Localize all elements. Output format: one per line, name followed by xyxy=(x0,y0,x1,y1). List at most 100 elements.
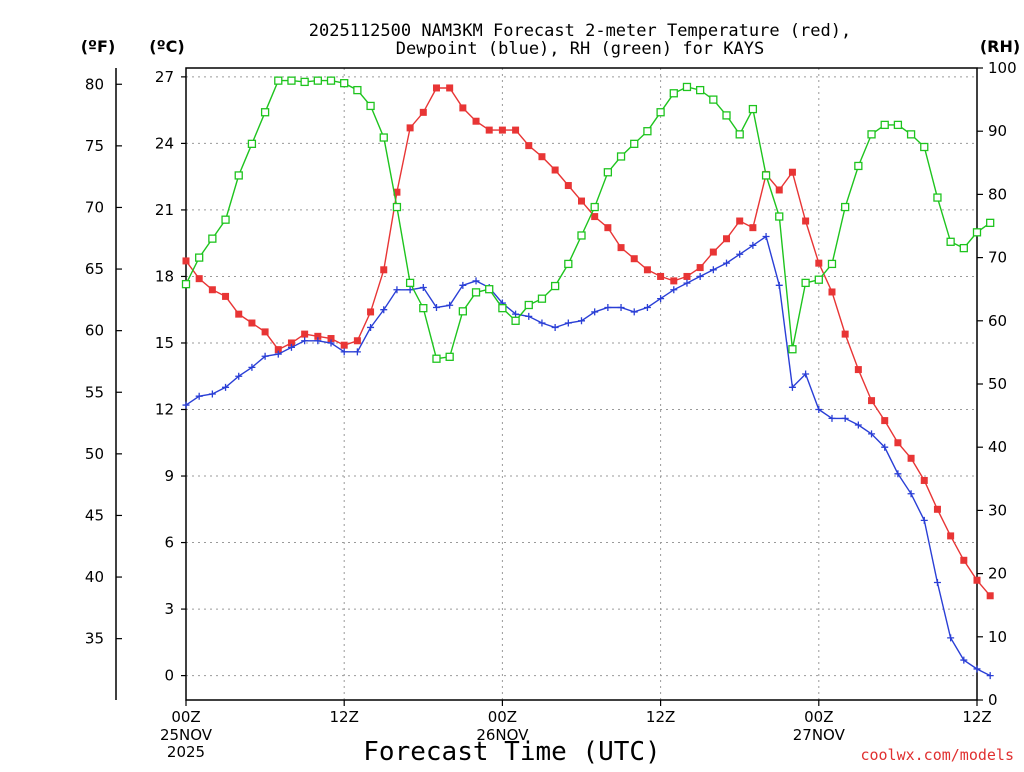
data-point-rh xyxy=(972,228,982,237)
data-point-rh xyxy=(788,345,797,354)
date-label: 27NOV xyxy=(793,726,846,744)
data-point-temperature xyxy=(472,117,480,125)
data-point-dewpoint xyxy=(920,516,928,524)
data-point-temperature xyxy=(723,235,731,243)
data-point-temperature xyxy=(709,248,717,256)
data-point-temperature xyxy=(222,292,230,300)
data-point-dewpoint xyxy=(828,414,836,422)
data-point-rh xyxy=(300,77,309,87)
data-point-temperature xyxy=(353,337,361,345)
data-point-temperature xyxy=(854,366,862,374)
data-point-rh xyxy=(709,95,718,104)
data-point-temperature xyxy=(802,217,810,225)
data-point-rh xyxy=(801,278,810,288)
data-point-dewpoint xyxy=(657,295,665,303)
data-point-temperature xyxy=(788,168,796,176)
data-point-rh xyxy=(445,352,454,361)
celsius-tick-label: 9 xyxy=(164,467,174,485)
data-point-rh xyxy=(485,285,494,294)
data-point-rh xyxy=(827,259,837,269)
data-point-dewpoint xyxy=(353,348,361,356)
data-point-dewpoint xyxy=(261,352,269,360)
data-point-rh xyxy=(867,130,876,139)
data-point-dewpoint xyxy=(841,414,849,422)
time-tick-label: 12Z xyxy=(330,708,359,726)
celsius-tick-label: 27 xyxy=(155,68,174,86)
data-point-dewpoint xyxy=(314,337,322,345)
data-point-rh xyxy=(537,294,547,303)
series-rh xyxy=(181,76,995,363)
time-tick-label: 00Z xyxy=(804,708,833,726)
data-point-dewpoint xyxy=(723,259,731,267)
data-point-rh xyxy=(181,279,191,289)
rh-tick-label: 0 xyxy=(988,691,998,709)
data-point-dewpoint xyxy=(235,372,243,380)
data-point-dewpoint xyxy=(380,306,388,314)
data-point-temperature xyxy=(696,264,704,272)
data-point-temperature xyxy=(907,454,915,462)
data-point-temperature xyxy=(274,346,282,354)
data-point-dewpoint xyxy=(248,363,256,371)
data-point-rh xyxy=(577,231,586,240)
data-point-temperature xyxy=(868,397,876,405)
fahrenheit-tick-label: 80 xyxy=(85,75,104,93)
fahrenheit-axis-unit: (ºF) xyxy=(81,37,116,56)
rh-tick-label: 60 xyxy=(988,312,1007,330)
data-point-dewpoint xyxy=(340,348,348,356)
data-point-temperature xyxy=(287,339,295,347)
data-point-rh xyxy=(761,171,771,180)
data-point-temperature xyxy=(314,332,322,340)
fahrenheit-tick-label: 40 xyxy=(85,568,104,586)
data-point-rh xyxy=(247,139,257,148)
data-point-temperature xyxy=(604,224,612,232)
data-point-rh xyxy=(748,104,758,114)
data-point-temperature xyxy=(920,476,928,484)
data-point-rh xyxy=(471,288,481,297)
time-tick-label: 00Z xyxy=(488,708,517,726)
data-point-temperature xyxy=(894,439,902,447)
data-point-rh xyxy=(195,253,204,262)
data-point-rh xyxy=(564,259,573,269)
rh-tick-label: 50 xyxy=(988,375,1007,393)
celsius-tick-label: 18 xyxy=(155,267,174,285)
data-point-temperature xyxy=(578,197,585,205)
data-point-temperature xyxy=(327,335,335,343)
data-point-temperature xyxy=(485,126,493,134)
data-point-temperature xyxy=(525,142,533,150)
celsius-axis-unit: (ºC) xyxy=(149,37,184,56)
data-point-temperature xyxy=(749,224,757,232)
data-point-rh xyxy=(379,133,388,142)
data-point-dewpoint xyxy=(670,286,678,294)
rh-tick-label: 20 xyxy=(988,565,1007,583)
date-label: 25NOV xyxy=(160,726,213,744)
series-line-2-meter-temperature xyxy=(185,87,991,597)
fahrenheit-tick-label: 35 xyxy=(85,630,104,648)
celsius-tick-label: 24 xyxy=(155,134,174,152)
data-point-dewpoint xyxy=(182,401,190,409)
data-point-rh xyxy=(550,281,560,291)
data-point-rh xyxy=(260,108,270,117)
data-point-rh xyxy=(511,316,520,325)
data-point-dewpoint xyxy=(222,383,230,391)
rh-tick-label: 40 xyxy=(988,438,1007,456)
source-credit: coolwx.com/models xyxy=(860,746,1014,764)
data-point-rh xyxy=(603,168,613,177)
data-point-temperature xyxy=(736,217,744,225)
data-point-dewpoint xyxy=(815,406,823,414)
data-point-dewpoint xyxy=(709,266,717,274)
time-tick-label: 12Z xyxy=(646,708,675,726)
data-point-rh xyxy=(814,275,823,284)
x-axis-label: Forecast Time (UTC) xyxy=(363,737,660,767)
data-point-dewpoint xyxy=(472,277,480,285)
data-point-dewpoint xyxy=(894,470,902,478)
data-point-rh xyxy=(221,215,230,224)
data-point-rh xyxy=(313,76,322,85)
data-point-rh xyxy=(946,237,955,246)
data-point-temperature xyxy=(380,266,388,274)
data-point-rh xyxy=(616,152,626,161)
data-point-dewpoint xyxy=(419,284,427,292)
data-point-rh xyxy=(682,82,692,92)
data-point-dewpoint xyxy=(907,490,915,498)
data-point-dewpoint xyxy=(973,665,981,673)
